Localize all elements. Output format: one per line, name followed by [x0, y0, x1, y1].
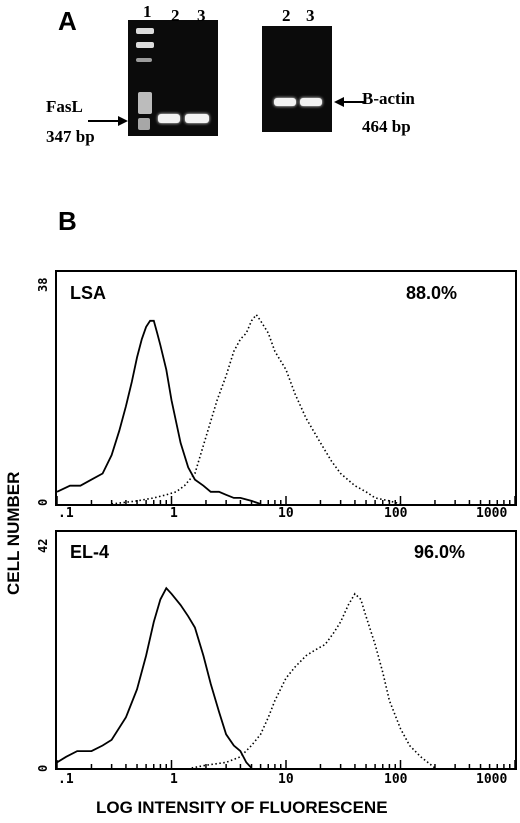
histogram-lsa-plot [56, 313, 516, 505]
b-actin-band-lane2 [274, 98, 296, 106]
gel1-lane-1: 1 [143, 2, 152, 21]
histogram-el4-plot [56, 586, 516, 769]
gel-image-b-actin [262, 26, 332, 132]
panel-b-letter: B [58, 206, 77, 236]
fasl-band-lane3 [185, 114, 209, 123]
histogram-lsa-ymax: 38 [36, 277, 50, 292]
el4-series-dotted [191, 592, 436, 769]
gel-image-fasl [128, 20, 218, 136]
histogram-el4-ymax: 42 [36, 538, 50, 553]
y-axis-title: CELL NUMBER [4, 471, 23, 595]
gel2-lane-2: 2 [282, 6, 291, 25]
x-axis-title: LOG INTENSITY OF FLUORESCENE [96, 798, 388, 817]
panel-a-letter: A [58, 6, 77, 36]
el4-tick-1: 1 [170, 772, 178, 787]
fasl-label: FasL [46, 97, 83, 116]
lsa-tick-1000: 1000 [476, 506, 508, 521]
gel2-lane-3: 3 [306, 6, 315, 25]
lsa-tick-100: 100 [384, 506, 408, 521]
histogram-lsa-ymin: 0 [36, 498, 50, 506]
lsa-tick-1: 1 [170, 506, 178, 521]
el4-tick-100: 100 [384, 772, 408, 787]
histogram-lsa-percent: 88.0% [406, 283, 458, 303]
b-actin-size-label: 464 bp [362, 117, 411, 136]
histogram-el4-label: EL-4 [70, 542, 110, 562]
fasl-arrow-icon [88, 116, 128, 126]
b-actin-label: B-actin [362, 89, 415, 108]
lsa-series-solid [56, 319, 261, 505]
histogram-el4-frame [55, 530, 517, 770]
lsa-tick-0-1: .1 [58, 506, 74, 521]
fasl-band-lane2 [158, 114, 180, 123]
lsa-tick-10: 10 [278, 506, 294, 521]
lsa-series-dotted [111, 313, 401, 505]
fasl-size-label: 347 bp [46, 127, 95, 146]
gel1-lane-2: 2 [171, 6, 180, 25]
histogram-lsa-frame [55, 270, 517, 506]
histogram-el4-ymin: 0 [36, 764, 50, 772]
histogram-el4-percent: 96.0% [414, 542, 466, 562]
gel1-lane-3: 3 [197, 6, 206, 25]
el4-tick-1000: 1000 [476, 772, 508, 787]
el4-tick-0-1: .1 [58, 772, 74, 787]
b-actin-band-lane3 [300, 98, 322, 106]
el4-tick-10: 10 [278, 772, 294, 787]
b-actin-arrow-icon [334, 97, 364, 107]
el4-series-solid [56, 586, 253, 769]
histogram-lsa-label: LSA [70, 283, 106, 303]
